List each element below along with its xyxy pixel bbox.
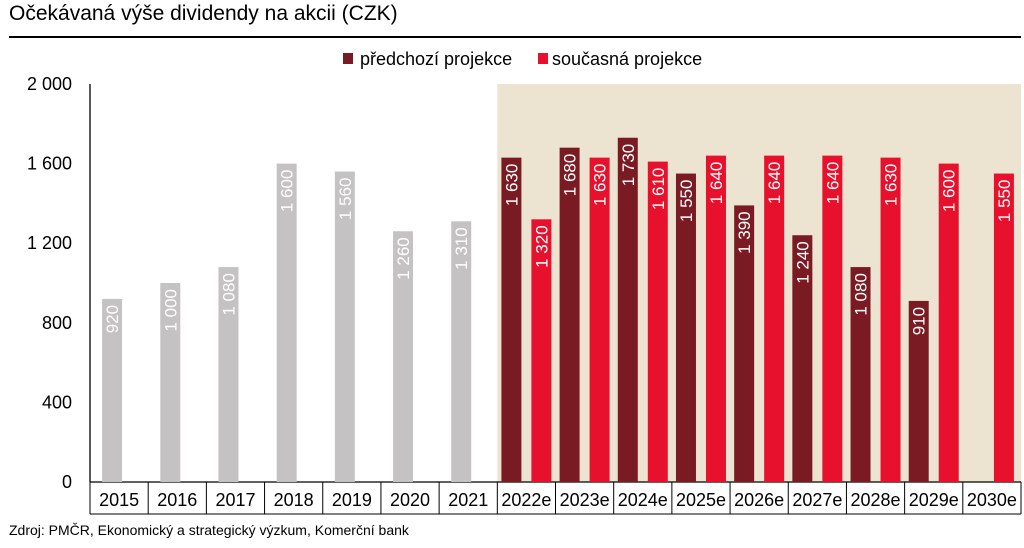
x-tick-label: 2026e [734, 490, 784, 510]
current-data-label: 1 640 [707, 162, 726, 205]
current-data-label: 1 640 [765, 162, 784, 205]
previous-data-label: 910 [910, 307, 929, 335]
current-projection-bar [880, 157, 901, 482]
x-tick-label: 2025e [676, 490, 726, 510]
previous-data-label: 1 390 [735, 211, 754, 254]
previous-projection-bar [675, 173, 696, 483]
historical-data-label: 1 310 [452, 227, 471, 270]
current-projection-bar [531, 219, 552, 482]
historical-data-label: 1 000 [161, 289, 180, 332]
previous-projection-bar [501, 157, 522, 482]
x-tick-label: 2030e [967, 490, 1017, 510]
previous-data-label: 1 080 [852, 273, 871, 316]
previous-data-label: 1 680 [561, 154, 580, 197]
title-rule [9, 36, 1021, 38]
x-tick-label: 2015 [99, 490, 139, 510]
legend-label-current: současná projekce [552, 49, 702, 69]
source-note: Zdroj: PMČR, Ekonomický a strategický vý… [9, 522, 409, 538]
previous-data-label: 1 550 [677, 180, 696, 223]
previous-projection-bar [908, 300, 929, 482]
historical-bar [160, 283, 181, 482]
y-tick-label: 0 [62, 472, 72, 492]
historical-bar [276, 163, 297, 482]
current-projection-bar [647, 161, 668, 483]
current-data-label: 1 320 [532, 225, 551, 268]
x-tick-label: 2028e [851, 490, 901, 510]
x-tick-label: 2029e [909, 490, 959, 510]
current-data-label: 1 550 [995, 180, 1014, 223]
y-tick-label: 800 [42, 313, 72, 333]
legend-swatch-previous [343, 53, 353, 64]
historical-bar [393, 231, 414, 482]
previous-data-label: 1 240 [793, 241, 812, 284]
current-data-label: 1 630 [882, 164, 901, 207]
x-tick-label: 2022e [501, 490, 551, 510]
previous-data-label: 1 730 [619, 144, 638, 187]
historical-data-label: 1 080 [219, 273, 238, 316]
current-projection-bar [993, 173, 1014, 483]
previous-projection-bar [559, 147, 580, 482]
x-tick-label: 2016 [157, 490, 197, 510]
current-projection-bar [822, 155, 843, 482]
current-data-label: 1 610 [649, 168, 668, 211]
current-data-label: 1 600 [940, 170, 959, 213]
y-tick-label: 400 [42, 392, 72, 412]
forecast-background [497, 84, 1021, 482]
historical-bar [451, 221, 472, 482]
historical-data-label: 1 260 [394, 237, 413, 280]
historical-bar [102, 298, 123, 482]
current-projection-bar [764, 155, 785, 482]
current-projection-bar [589, 157, 610, 482]
x-tick-label: 2024e [618, 490, 668, 510]
legend-label-previous: předchozí projekce [360, 49, 512, 69]
y-tick-label: 2 000 [27, 74, 72, 94]
current-data-label: 1 640 [823, 162, 842, 205]
historical-bar [218, 267, 239, 482]
current-data-label: 1 630 [591, 164, 610, 207]
x-tick-label: 2021 [448, 490, 488, 510]
historical-bar [334, 171, 355, 482]
x-tick-label: 2027e [792, 490, 842, 510]
current-projection-bar [938, 163, 959, 482]
historical-data-label: 920 [103, 305, 122, 333]
x-tick-label: 2023e [560, 490, 610, 510]
legend-swatch-current [538, 53, 548, 64]
y-tick-label: 1 600 [27, 154, 72, 174]
x-tick-label: 2018 [274, 490, 314, 510]
previous-projection-bar [792, 235, 813, 482]
y-tick-label: 1 200 [27, 233, 72, 253]
x-tick-label: 2017 [215, 490, 255, 510]
x-tick-label: 2019 [332, 490, 372, 510]
x-tick-label: 2020 [390, 490, 430, 510]
previous-data-label: 1 630 [502, 164, 521, 207]
current-projection-bar [705, 155, 726, 482]
previous-projection-bar [850, 267, 871, 482]
previous-projection-bar [617, 137, 638, 483]
historical-data-label: 1 560 [336, 178, 355, 221]
previous-projection-bar [734, 205, 755, 482]
historical-data-label: 1 600 [278, 170, 297, 213]
chart-title: Očekávaná výše dividendy na akcii (CZK) [9, 2, 398, 25]
